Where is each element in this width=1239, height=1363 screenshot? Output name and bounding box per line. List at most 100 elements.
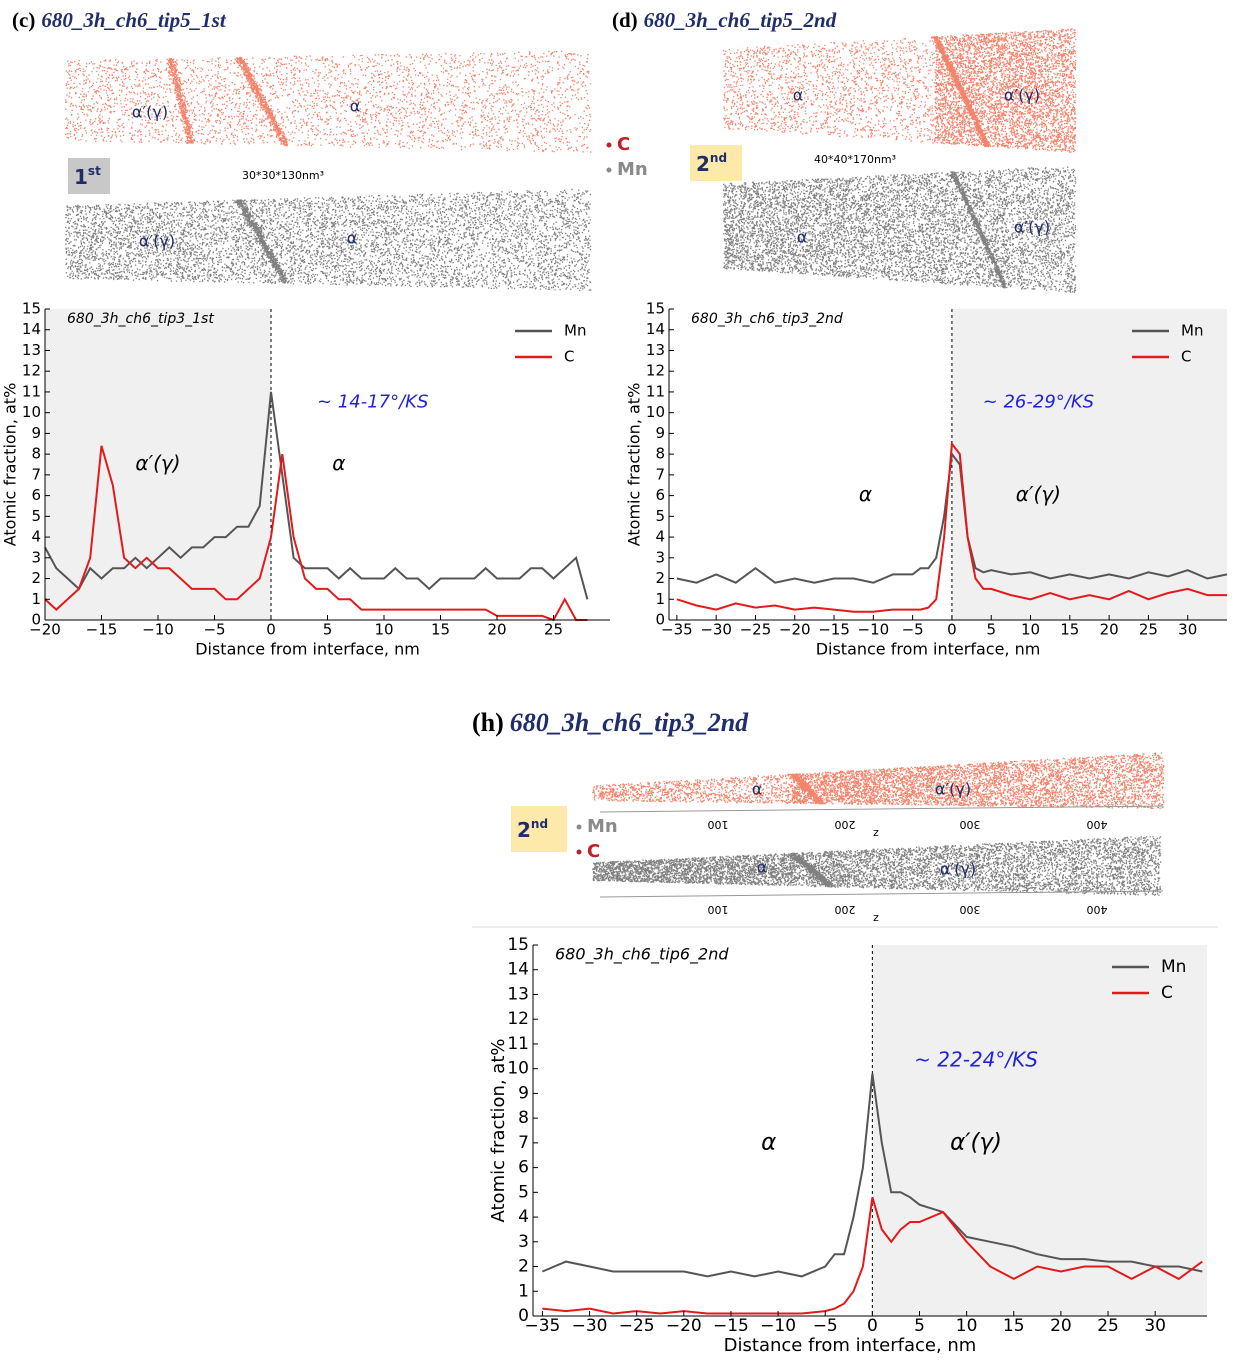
phase-label: α′(γ) — [139, 232, 175, 251]
x-tick-label: −30 — [572, 1316, 608, 1336]
legend-label: C — [564, 348, 574, 366]
y-tick-label: 8 — [31, 445, 41, 463]
y-tick-label: 8 — [518, 1108, 529, 1128]
x-tick-label: −25 — [740, 621, 772, 639]
x-tick-label: 10 — [374, 621, 393, 639]
y-tick-label: 6 — [31, 486, 41, 504]
x-tick-label: 0 — [867, 1316, 878, 1336]
x-tick-label: 25 — [544, 621, 563, 639]
scale-label: 200 — [835, 818, 856, 831]
region-label: α — [761, 1129, 776, 1155]
x-tick-label: −25 — [619, 1316, 655, 1336]
tip-badge — [511, 806, 567, 852]
y-tick-label: 2 — [518, 1257, 529, 1277]
x-tick-label: 5 — [914, 1316, 925, 1336]
scale-label: 100 — [708, 818, 729, 831]
scale-label: 100 — [708, 903, 729, 916]
phase-label: α — [797, 228, 808, 247]
y-tick-label: 14 — [507, 960, 529, 980]
tip-badge — [68, 158, 110, 194]
annotation: ~ 14-17°/KS — [317, 391, 428, 412]
scale-label: 300 — [960, 903, 981, 916]
y-tick-label: 2 — [31, 569, 41, 587]
x-tick-label: −15 — [86, 621, 118, 639]
x-tick-label: −20 — [779, 621, 811, 639]
annotation: ~ 22-24°/KS — [914, 1048, 1038, 1072]
x-tick-label: −10 — [142, 621, 174, 639]
phase-label: α — [793, 86, 804, 105]
x-tick-label: 15 — [431, 621, 450, 639]
y-tick-label: 9 — [518, 1083, 529, 1103]
x-tick-label: −35 — [661, 621, 693, 639]
x-tick-label: 0 — [947, 621, 957, 639]
y-tick-label: 6 — [518, 1158, 529, 1178]
legend-label: Mn — [564, 322, 586, 340]
y-tick-label: 3 — [518, 1232, 529, 1252]
x-axis-label: Distance from interface, nm — [816, 640, 1041, 659]
phase-label: α′(γ) — [1014, 218, 1050, 237]
size-label: 40*40*170nm³ — [814, 153, 896, 166]
image-axis — [599, 890, 1164, 898]
x-tick-label: 5 — [986, 621, 996, 639]
x-tick-label: −10 — [760, 1316, 796, 1336]
panel-header: (h) 680_3h_ch6_tip3_2nd — [472, 708, 749, 737]
x-tick-label: 20 — [1100, 621, 1119, 639]
region-label: α — [859, 482, 872, 506]
panel-title: 680_3h_ch6_tip5_2nd — [644, 8, 837, 32]
y-tick-label: 14 — [22, 320, 41, 338]
x-tick-label: 30 — [1178, 621, 1197, 639]
x-tick-label: 0 — [266, 621, 276, 639]
y-axis-label: Atomic fraction, at% — [488, 1039, 509, 1223]
y-tick-label: 11 — [646, 382, 665, 400]
y-tick-label: 7 — [31, 465, 41, 483]
region-label: α′(γ) — [135, 451, 180, 475]
panel-label: (d) — [612, 8, 638, 32]
x-tick-label: −5 — [813, 1316, 838, 1336]
atom-map — [592, 835, 1162, 896]
y-tick-label: 14 — [646, 320, 665, 338]
x-tick-label: 30 — [1144, 1316, 1166, 1336]
inner-label: 680_3h_ch6_tip3_2nd — [691, 311, 843, 327]
tip-badge — [690, 145, 742, 181]
y-tick-label: 4 — [31, 528, 41, 546]
atom-map — [723, 28, 1077, 153]
tip-label: 1st — [74, 164, 101, 189]
y-tick-label: 10 — [22, 403, 41, 421]
x-tick-label: −35 — [524, 1316, 560, 1336]
scale-label: 400 — [1087, 903, 1108, 916]
atom-map — [65, 188, 592, 291]
panel-label: (c) — [12, 8, 35, 32]
phase-label: α — [350, 97, 361, 116]
inner-label: 680_3h_ch6_tip6_2nd — [555, 945, 729, 965]
scale-axis: z — [873, 827, 879, 840]
atom-map — [592, 752, 1165, 810]
element-label: Mn — [617, 159, 648, 180]
y-tick-label: 3 — [655, 548, 665, 566]
x-axis-label: Distance from interface, nm — [195, 640, 420, 659]
y-tick-label: 7 — [518, 1133, 529, 1153]
phase-label: α′(γ) — [132, 103, 168, 122]
panel-header: (d) 680_3h_ch6_tip5_2nd — [612, 8, 837, 32]
scale-axis: z — [873, 912, 879, 925]
tip-label: 2nd — [517, 817, 548, 842]
y-tick-label: 9 — [655, 424, 665, 442]
y-tick-label: 15 — [646, 300, 665, 318]
size-label: 30*30*130nm³ — [242, 169, 324, 182]
y-tick-label: 0 — [31, 611, 41, 629]
legend-label: C — [1181, 348, 1191, 366]
y-axis-label: Atomic fraction, at% — [1, 383, 20, 547]
y-tick-label: 9 — [31, 424, 41, 442]
series-line — [676, 441, 1227, 613]
phase-label: α′(γ) — [1004, 86, 1040, 105]
annotation: ~ 26-29°/KS — [983, 391, 1094, 412]
x-tick-label: 25 — [1139, 621, 1158, 639]
y-tick-label: 5 — [31, 507, 41, 525]
y-tick-label: 15 — [507, 935, 529, 955]
legend-label: Mn — [1161, 957, 1186, 977]
x-tick-label: 15 — [1060, 621, 1079, 639]
y-tick-label: 6 — [655, 486, 665, 504]
y-tick-label: 4 — [518, 1207, 529, 1227]
element-dot — [576, 824, 582, 830]
scale-label: 200 — [835, 903, 856, 916]
y-tick-label: 5 — [518, 1182, 529, 1202]
